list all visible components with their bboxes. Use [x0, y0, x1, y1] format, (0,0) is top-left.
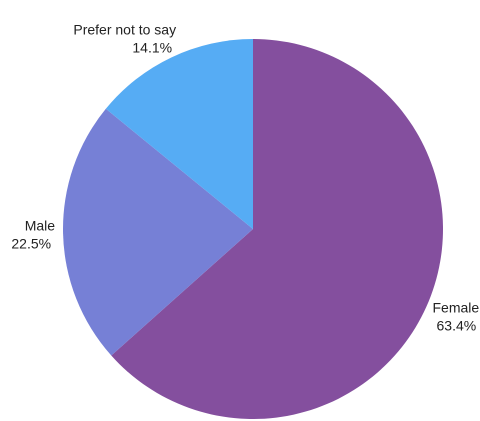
slice-value-label: 63.4%	[437, 318, 477, 334]
slice-value-label: 14.1%	[132, 40, 172, 56]
slice-value-label: 22.5%	[11, 236, 51, 252]
slices-layer	[63, 39, 443, 419]
slice-label-prefer-not-to-say: Prefer not to say 14.1%	[73, 22, 176, 56]
slice-category-label: Female	[433, 300, 480, 316]
slice-label-male: Male 22.5%	[11, 218, 55, 252]
slice-category-label: Prefer not to say	[73, 22, 176, 38]
slice-label-female: Female 63.4%	[433, 300, 480, 334]
slice-category-label: Male	[25, 218, 56, 234]
